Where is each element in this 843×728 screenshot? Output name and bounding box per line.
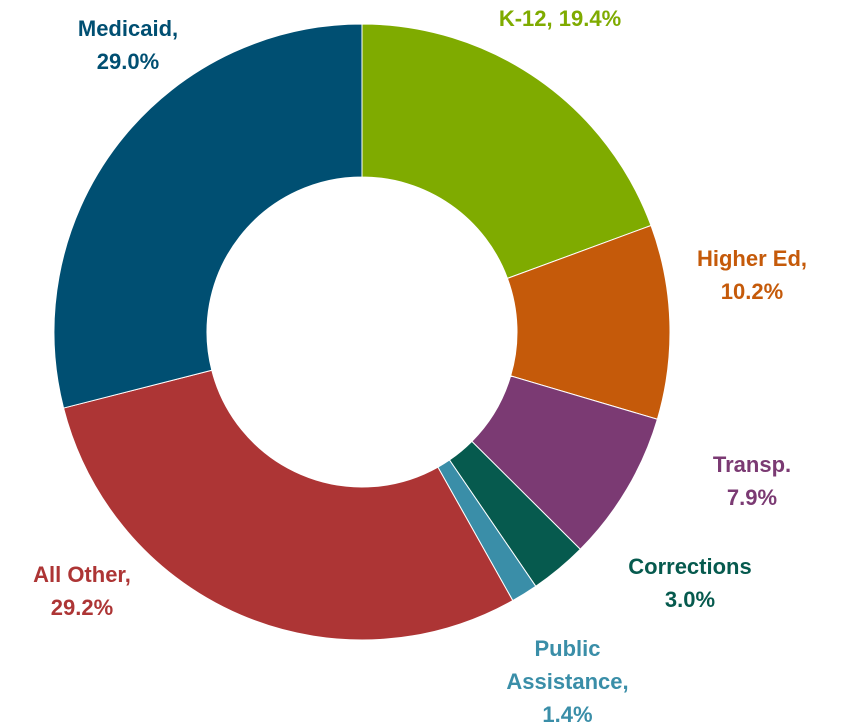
slice-label: Medicaid, 29.0%	[38, 12, 218, 78]
value-label: 29.0%	[96, 49, 160, 74]
category-label: All Other,	[33, 562, 131, 587]
category-label: K-12,	[498, 6, 553, 31]
slice-label: K-12, 19.4%	[420, 2, 700, 35]
slice	[53, 23, 363, 409]
category-label: Transp.	[712, 452, 792, 477]
value-label: 1.4%	[542, 702, 593, 727]
slice	[361, 23, 652, 280]
value-label: 19.4%	[558, 6, 622, 31]
slice-label: Corrections 3.0%	[590, 550, 790, 616]
value-label: 3.0%	[664, 587, 716, 612]
slice	[62, 369, 514, 641]
slice-label: Transp. 7.9%	[672, 448, 832, 514]
value-label: 29.2%	[50, 595, 114, 620]
value-label: 10.2%	[720, 279, 784, 304]
category-label: Corrections	[628, 554, 752, 579]
value-label: 7.9%	[726, 485, 778, 510]
slice-label: Higher Ed, 10.2%	[672, 242, 832, 308]
slice-label: All Other, 29.2%	[2, 558, 162, 624]
slice-label: Public Assistance, 1.4%	[490, 632, 645, 728]
category-label: Higher Ed,	[696, 246, 807, 271]
category-label: Public Assistance,	[506, 636, 629, 694]
category-label: Medicaid,	[77, 16, 179, 41]
